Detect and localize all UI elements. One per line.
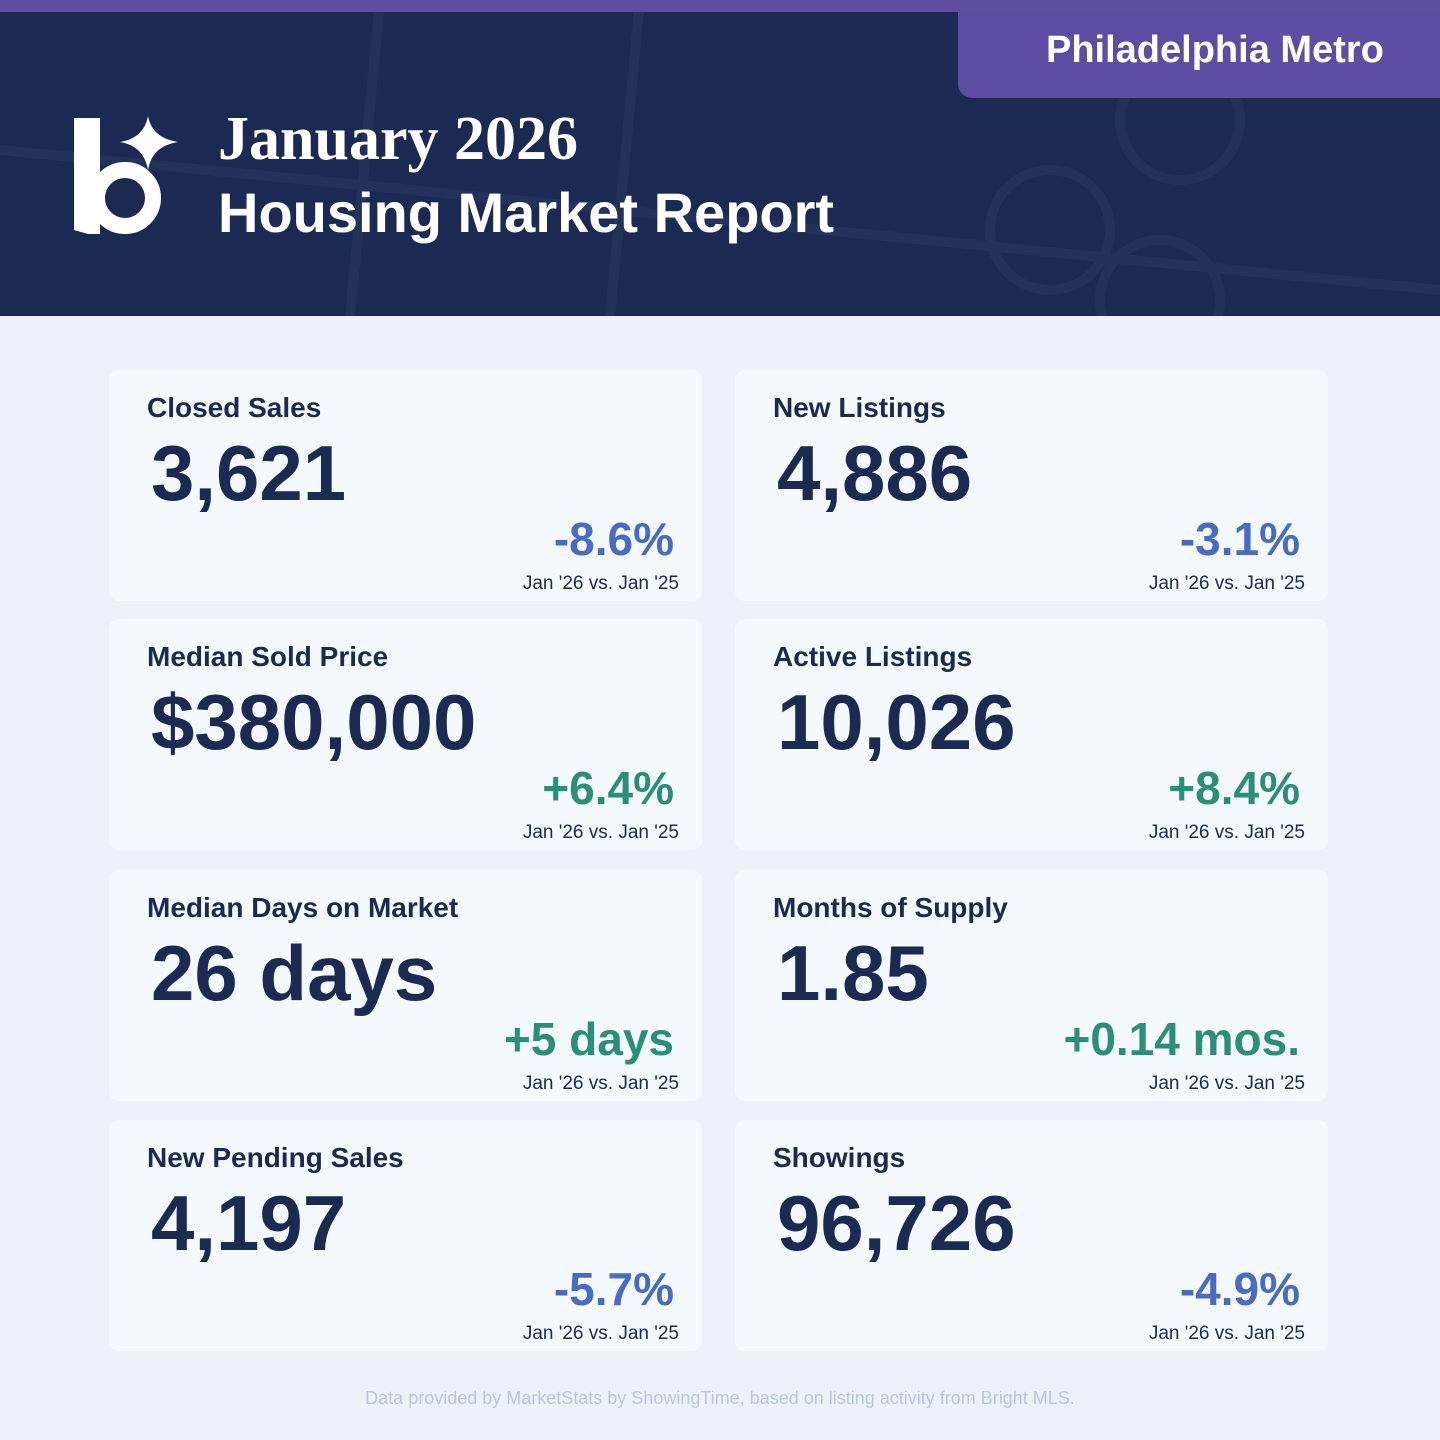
logo: [74, 116, 178, 234]
stat-card: Showings 96,726 -4.9% Jan '26 vs. Jan '25: [735, 1120, 1328, 1351]
stat-comparison: Jan '26 vs. Jan '25: [522, 573, 679, 594]
stat-card: New Pending Sales 4,197 -5.7% Jan '26 vs. J…: [109, 1120, 702, 1351]
stat-card: New Listings 4,886 -3.1% Jan '26 vs. Jan '2…: [735, 370, 1328, 601]
title-line: January 2026: [218, 105, 578, 173]
stat-card: Active Listings 10,026 +8.4% Jan '26 vs. Ja…: [735, 619, 1328, 850]
stat-change: -8.6%: [553, 513, 674, 565]
stat-comparison: Jan '26 vs. Jan '25: [1148, 1073, 1305, 1094]
stat-comparison: Jan '26 vs. Jan '25: [1148, 1323, 1305, 1344]
stat-change: -3.1%: [1179, 513, 1300, 565]
stat-label: Months of Supply: [773, 892, 1008, 923]
stat-value: 26 days: [151, 929, 438, 1017]
stat-value: 4,886: [777, 429, 973, 517]
stat-card: Median Days on Market 26 days +5 days Jan '…: [109, 870, 702, 1101]
header-pattern: [0, 0, 1440, 316]
stat-comparison: Jan '26 vs. Jan '25: [522, 1323, 679, 1344]
region-badge: Philadelphia Metro: [958, 12, 1440, 98]
stat-change: +6.4%: [542, 762, 674, 814]
stat-label: Active Listings: [773, 641, 973, 672]
stat-change: +8.4%: [1168, 762, 1300, 814]
stat-comparison: Jan '26 vs. Jan '25: [1148, 573, 1305, 594]
stat-comparison: Jan '26 vs. Jan '25: [522, 822, 679, 843]
stat-change: -4.9%: [1179, 1263, 1300, 1315]
top-strip: [0, 0, 1440, 12]
stat-card: Closed Sales 3,621 -8.6% Jan '26 vs. Jan '2…: [109, 370, 702, 601]
stat-value: $380,000: [151, 678, 477, 766]
stat-value: 10,026: [777, 678, 1016, 766]
stat-comparison: Jan '26 vs. Jan '25: [1148, 822, 1305, 843]
stat-label: Showings: [773, 1142, 906, 1173]
title-line: Housing Market Report: [218, 181, 835, 244]
stat-label: Closed Sales: [147, 392, 322, 423]
stat-value: 3,621: [151, 429, 347, 517]
stat-change: -5.7%: [553, 1263, 674, 1315]
stat-label: New Pending Sales: [147, 1142, 404, 1173]
stat-value: 1.85: [777, 929, 929, 1017]
stat-value: 4,197: [151, 1179, 347, 1267]
stat-label: Median Sold Price: [147, 641, 389, 672]
stat-change: +0.14 mos.: [1063, 1013, 1300, 1065]
stat-label: New Listings: [773, 392, 946, 423]
stat-card: Months of Supply 1.85 +0.14 mos. Jan '26 vs…: [735, 870, 1328, 1101]
stat-comparison: Jan '26 vs. Jan '25: [522, 1073, 679, 1094]
stat-value: 96,726: [777, 1179, 1016, 1267]
stat-card: Median Sold Price $380,000 +6.4% Jan '26 vs…: [109, 619, 702, 850]
stat-change: +5 days: [503, 1013, 674, 1065]
stat-label: Median Days on Market: [147, 892, 459, 923]
footer: Data provided by MarketStats by ShowingT…: [365, 1388, 1075, 1408]
